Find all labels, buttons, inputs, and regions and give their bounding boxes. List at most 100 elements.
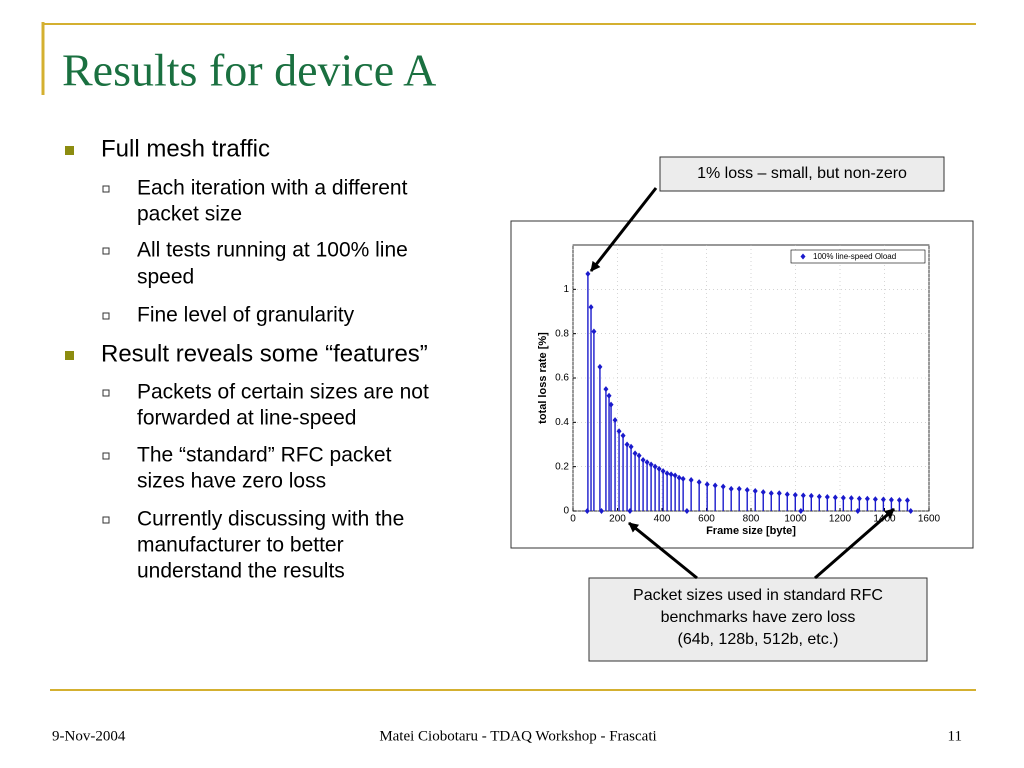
x-tick-label: 1600 bbox=[918, 514, 941, 525]
stem-marker bbox=[656, 465, 662, 472]
y-tick-label: 0 bbox=[563, 506, 569, 517]
sub-bullet-marker bbox=[102, 452, 110, 460]
y-tick-label: 0.8 bbox=[555, 328, 569, 339]
sub-bullet-marker bbox=[102, 247, 110, 255]
x-tick-label: 0 bbox=[570, 514, 576, 525]
stem-marker bbox=[648, 461, 654, 468]
stem-marker bbox=[664, 470, 670, 477]
stem-marker bbox=[848, 495, 854, 502]
stem-marker bbox=[728, 485, 734, 492]
stem-marker bbox=[904, 497, 910, 504]
slide-title: Results for device A bbox=[62, 45, 436, 96]
stem-marker bbox=[712, 482, 718, 489]
stem-marker bbox=[872, 496, 878, 503]
legend-box bbox=[790, 249, 926, 264]
x-tick-label: 200 bbox=[609, 514, 626, 525]
sub-bullet-text: manufacturer to better bbox=[137, 534, 344, 557]
callout-text: 1% loss – small, but non-zero bbox=[697, 165, 907, 182]
sub-bullet-text: Fine level of granularity bbox=[137, 304, 355, 327]
sub-bullet-text: sizes have zero loss bbox=[137, 470, 326, 493]
x-tick-label: 1000 bbox=[784, 514, 807, 525]
stem-marker bbox=[668, 471, 674, 478]
bullet-text: Result reveals some “features” bbox=[101, 340, 428, 367]
bullet-marker bbox=[65, 146, 74, 155]
stem-marker bbox=[624, 441, 630, 448]
y-tick-label: 0.6 bbox=[555, 373, 569, 384]
stem-marker bbox=[636, 452, 642, 459]
footer-date: 9-Nov-2004 bbox=[52, 728, 126, 744]
stem-marker bbox=[880, 496, 886, 503]
stem-marker bbox=[856, 495, 862, 502]
stem-marker bbox=[720, 483, 726, 490]
stem-marker bbox=[800, 492, 806, 499]
callout-box bbox=[588, 577, 928, 662]
callout-box bbox=[659, 156, 945, 192]
stem-marker bbox=[640, 457, 646, 464]
stem-marker bbox=[752, 488, 758, 495]
sub-bullet-marker bbox=[102, 185, 110, 193]
stem-marker bbox=[603, 386, 609, 393]
callout-text: benchmarks have zero loss bbox=[661, 609, 856, 626]
stem-marker bbox=[908, 508, 914, 514]
stem-marker bbox=[808, 492, 814, 499]
stem-marker bbox=[652, 463, 658, 470]
sub-bullet-marker bbox=[102, 389, 110, 397]
x-tick-label: 1200 bbox=[829, 514, 852, 525]
sub-bullet-marker bbox=[102, 312, 110, 320]
sub-bullet-text: understand the results bbox=[137, 560, 345, 583]
stem-marker bbox=[597, 363, 603, 370]
stem-marker bbox=[616, 428, 622, 435]
bullet-marker bbox=[65, 351, 74, 360]
stem-marker bbox=[760, 489, 766, 496]
arrow bbox=[628, 521, 698, 580]
stem-marker bbox=[824, 494, 830, 501]
sub-bullet-text: All tests running at 100% line bbox=[137, 239, 408, 262]
stem-marker bbox=[606, 392, 612, 399]
stem-marker bbox=[888, 496, 894, 503]
stem-marker bbox=[598, 508, 604, 514]
stem-marker bbox=[896, 497, 902, 504]
sub-bullet-text: forwarded at line-speed bbox=[137, 407, 356, 430]
stem-marker bbox=[676, 474, 682, 481]
stem-marker bbox=[864, 495, 870, 502]
stem-marker bbox=[798, 508, 804, 514]
stem-marker bbox=[688, 476, 694, 483]
stem-marker bbox=[660, 468, 666, 475]
stem-marker bbox=[608, 401, 614, 408]
y-tick-label: 1 bbox=[563, 284, 569, 295]
stem-marker bbox=[704, 481, 710, 488]
arrow bbox=[814, 507, 895, 580]
stem-marker bbox=[736, 485, 742, 492]
x-tick-label: 1400 bbox=[873, 514, 896, 525]
x-tick-label: 600 bbox=[698, 514, 715, 525]
bullet-text: Full mesh traffic bbox=[101, 135, 270, 162]
footer-page: 11 bbox=[948, 728, 962, 744]
chart: 0 200 400 600 800 1000 1200 1400 1600 0 0.2 0.4 0.6 0… bbox=[537, 244, 941, 537]
sub-bullet-text: Currently discussing with the bbox=[137, 508, 404, 531]
stem-marker bbox=[744, 486, 750, 493]
stem-marker bbox=[776, 490, 782, 497]
stem-marker bbox=[816, 493, 822, 500]
stem-marker bbox=[792, 492, 798, 499]
y-tick-label: 0.2 bbox=[555, 461, 569, 472]
footer-center: Matei Ciobotaru - TDAQ Workshop - Frasca… bbox=[379, 728, 656, 744]
stem-marker bbox=[591, 328, 597, 335]
stem-marker bbox=[672, 472, 678, 479]
stem-marker bbox=[644, 459, 650, 466]
stem-marker bbox=[585, 270, 591, 277]
x-tick-label: 800 bbox=[743, 514, 760, 525]
sub-bullet-text: Each iteration with a different bbox=[137, 177, 408, 200]
sub-bullet-text: The “standard” RFC packet bbox=[137, 444, 392, 467]
y-axis-label: total loss rate [%] bbox=[537, 332, 549, 424]
callout-text: (64b, 128b, 512b, etc.) bbox=[678, 631, 839, 648]
sub-bullet-marker bbox=[102, 516, 110, 524]
stem-marker bbox=[620, 432, 626, 439]
sub-bullet-text: Packets of certain sizes are not bbox=[137, 381, 429, 404]
stem-marker bbox=[832, 494, 838, 501]
stem-marker bbox=[696, 479, 702, 486]
arrow bbox=[589, 187, 658, 272]
stem-marker bbox=[684, 508, 690, 514]
stem-marker bbox=[840, 494, 846, 501]
callout-text: Packet sizes used in standard RFC bbox=[633, 587, 883, 604]
